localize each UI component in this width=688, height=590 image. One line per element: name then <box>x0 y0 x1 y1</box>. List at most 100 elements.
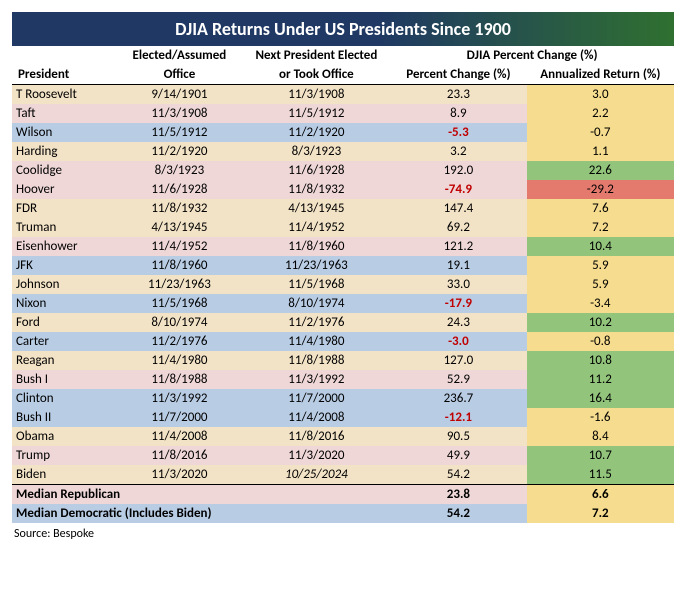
ann-cell: -1.6 <box>527 408 674 427</box>
table-row: Biden11/3/202010/25/202454.211.5 <box>12 465 674 485</box>
table-row: Bush II11/7/200011/4/2008-12.1-1.6 <box>12 408 674 427</box>
pct-cell: -5.3 <box>390 123 526 142</box>
date-start-cell: 11/3/2020 <box>116 465 242 485</box>
table-row: Eisenhower11/4/195211/8/1960121.210.4 <box>12 237 674 256</box>
col-blank <box>12 46 116 65</box>
president-cell: Biden <box>12 465 116 485</box>
president-cell: Carter <box>12 332 116 351</box>
pct-cell: -17.9 <box>390 294 526 313</box>
president-cell: Bush I <box>12 370 116 389</box>
ann-cell: 5.9 <box>527 275 674 294</box>
table-row: Ford8/10/197411/2/197624.310.2 <box>12 313 674 332</box>
president-cell: Obama <box>12 427 116 446</box>
table-row: Carter11/2/197611/4/1980-3.0-0.8 <box>12 332 674 351</box>
summary-row: Median Democratic (Includes Biden)54.27.… <box>12 504 674 523</box>
pct-cell: 69.2 <box>390 218 526 237</box>
table-row: Clinton11/3/199211/7/2000236.716.4 <box>12 389 674 408</box>
president-cell: Reagan <box>12 351 116 370</box>
col-group: DJIA Percent Change (%) <box>390 46 674 65</box>
ann-cell: 3.0 <box>527 85 674 105</box>
ann-cell: 2.2 <box>527 104 674 123</box>
table-row: Truman4/13/194511/4/195269.27.2 <box>12 218 674 237</box>
pct-cell: 52.9 <box>390 370 526 389</box>
ann-cell: -0.7 <box>527 123 674 142</box>
date-end-cell: 11/8/1960 <box>243 237 391 256</box>
returns-table: Elected/Assumed Next President Elected D… <box>12 46 674 523</box>
president-cell: Taft <box>12 104 116 123</box>
president-cell: Hoover <box>12 180 116 199</box>
ann-cell: 16.4 <box>527 389 674 408</box>
date-end-cell: 11/8/1988 <box>243 351 391 370</box>
date-end-cell: 11/5/1912 <box>243 104 391 123</box>
col-office-top: Elected/Assumed <box>116 46 242 65</box>
date-end-cell: 11/4/1952 <box>243 218 391 237</box>
table-row: FDR11/8/19324/13/1945147.47.6 <box>12 199 674 218</box>
pct-cell: -12.1 <box>390 408 526 427</box>
table-row: Johnson11/23/196311/5/196833.05.9 <box>12 275 674 294</box>
president-cell: FDR <box>12 199 116 218</box>
president-cell: Coolidge <box>12 161 116 180</box>
pct-cell: 121.2 <box>390 237 526 256</box>
date-end-cell: 11/3/1908 <box>243 85 391 105</box>
president-cell: Wilson <box>12 123 116 142</box>
pct-cell: 192.0 <box>390 161 526 180</box>
date-end-cell: 11/23/1963 <box>243 256 391 275</box>
date-end-cell: 11/2/1920 <box>243 123 391 142</box>
date-start-cell: 11/3/1908 <box>116 104 242 123</box>
date-start-cell: 11/5/1968 <box>116 294 242 313</box>
date-end-cell: 11/2/1976 <box>243 313 391 332</box>
summary-row: Median Republican23.86.6 <box>12 485 674 505</box>
date-end-cell: 11/4/1980 <box>243 332 391 351</box>
pct-cell: 8.9 <box>390 104 526 123</box>
summary-ann: 7.2 <box>527 504 674 523</box>
date-start-cell: 11/23/1963 <box>116 275 242 294</box>
date-end-cell: 4/13/1945 <box>243 199 391 218</box>
president-cell: T Roosevelt <box>12 85 116 105</box>
col-pct: Percent Change (%) <box>390 65 526 85</box>
pct-cell: 24.3 <box>390 313 526 332</box>
date-end-cell: 11/8/2016 <box>243 427 391 446</box>
table-container: DJIA Returns Under US Presidents Since 1… <box>12 12 674 523</box>
date-end-cell: 8/10/1974 <box>243 294 391 313</box>
pct-cell: 49.9 <box>390 446 526 465</box>
table-row: Harding11/2/19208/3/19233.21.1 <box>12 142 674 161</box>
pct-cell: 127.0 <box>390 351 526 370</box>
date-start-cell: 11/2/1976 <box>116 332 242 351</box>
table-row: Hoover11/6/192811/8/1932-74.9-29.2 <box>12 180 674 199</box>
date-end-cell: 11/3/2020 <box>243 446 391 465</box>
pct-cell: 23.3 <box>390 85 526 105</box>
date-start-cell: 11/8/2016 <box>116 446 242 465</box>
table-row: T Roosevelt9/14/190111/3/190823.33.0 <box>12 85 674 105</box>
date-start-cell: 11/3/1992 <box>116 389 242 408</box>
col-ann: Annualized Return (%) <box>527 65 674 85</box>
date-end-cell: 11/5/1968 <box>243 275 391 294</box>
summary-pct: 54.2 <box>390 504 526 523</box>
date-start-cell: 11/8/1988 <box>116 370 242 389</box>
ann-cell: 5.9 <box>527 256 674 275</box>
pct-cell: 147.4 <box>390 199 526 218</box>
date-start-cell: 11/4/1952 <box>116 237 242 256</box>
pct-cell: 90.5 <box>390 427 526 446</box>
date-start-cell: 11/2/1920 <box>116 142 242 161</box>
pct-cell: 54.2 <box>390 465 526 485</box>
pct-cell: 236.7 <box>390 389 526 408</box>
pct-cell: 3.2 <box>390 142 526 161</box>
president-cell: Truman <box>12 218 116 237</box>
date-end-cell: 8/3/1923 <box>243 142 391 161</box>
table-row: JFK11/8/196011/23/196319.15.9 <box>12 256 674 275</box>
title-bar: DJIA Returns Under US Presidents Since 1… <box>12 12 674 46</box>
date-start-cell: 8/10/1974 <box>116 313 242 332</box>
table-row: Coolidge8/3/192311/6/1928192.022.6 <box>12 161 674 180</box>
president-cell: Clinton <box>12 389 116 408</box>
date-start-cell: 11/5/1912 <box>116 123 242 142</box>
source-label: Source: Bespoke <box>12 527 676 541</box>
ann-cell: 8.4 <box>527 427 674 446</box>
president-cell: JFK <box>12 256 116 275</box>
date-end-cell: 11/3/1992 <box>243 370 391 389</box>
ann-cell: -3.4 <box>527 294 674 313</box>
table-row: Taft11/3/190811/5/19128.92.2 <box>12 104 674 123</box>
date-end-cell: 11/8/1932 <box>243 180 391 199</box>
ann-cell: 11.2 <box>527 370 674 389</box>
table-row: Trump11/8/201611/3/202049.910.7 <box>12 446 674 465</box>
ann-cell: 7.2 <box>527 218 674 237</box>
